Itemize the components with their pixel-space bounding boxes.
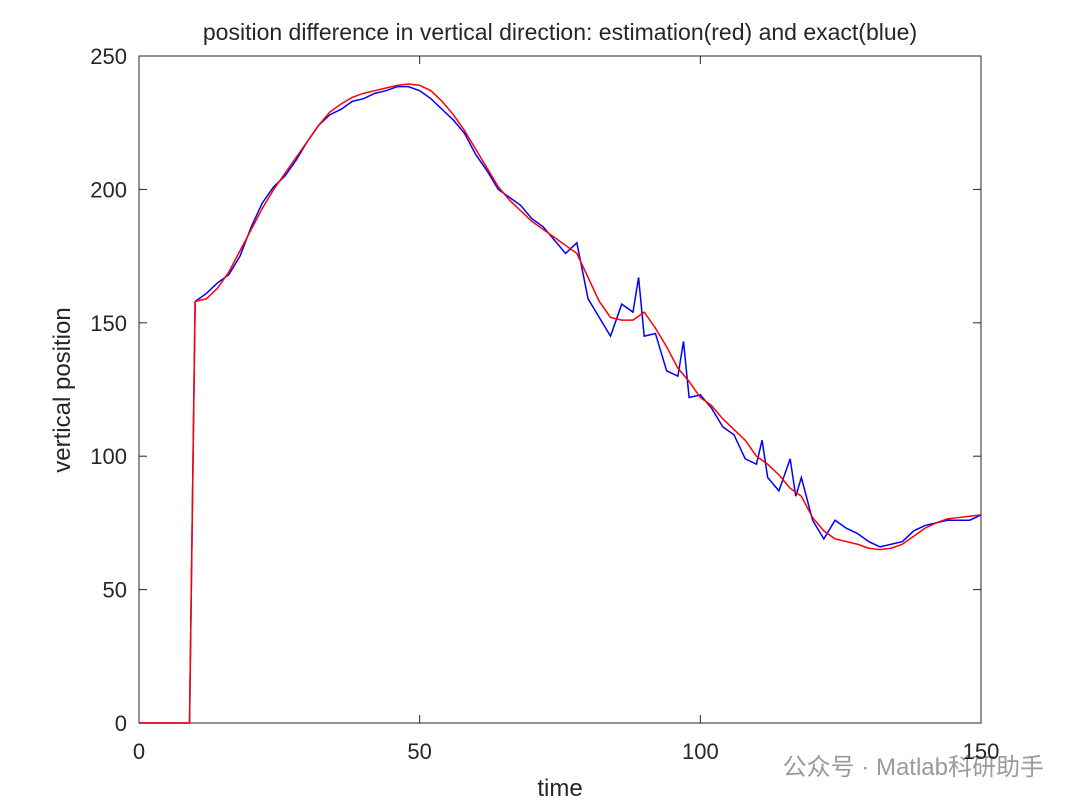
series-line	[139, 83, 982, 724]
chart-title: position difference in vertical directio…	[203, 19, 917, 45]
y-tick-label: 150	[90, 311, 127, 336]
y-tick-label: 0	[115, 711, 127, 736]
y-tick-label: 100	[90, 444, 127, 469]
y-tick-label: 250	[90, 44, 127, 69]
x-tick-label: 100	[682, 739, 719, 764]
y-tick-label: 200	[90, 177, 127, 202]
y-axis-label: vertical position	[49, 307, 76, 472]
x-tick-label: 150	[963, 739, 1000, 764]
x-axis-label: time	[537, 775, 582, 802]
plot-area	[138, 55, 982, 724]
y-tick-label: 50	[103, 578, 127, 603]
x-tick-label: 50	[407, 739, 431, 764]
watermark: 公众号 · Matlab科研助手	[783, 754, 1044, 781]
x-tick-label: 0	[133, 739, 145, 764]
